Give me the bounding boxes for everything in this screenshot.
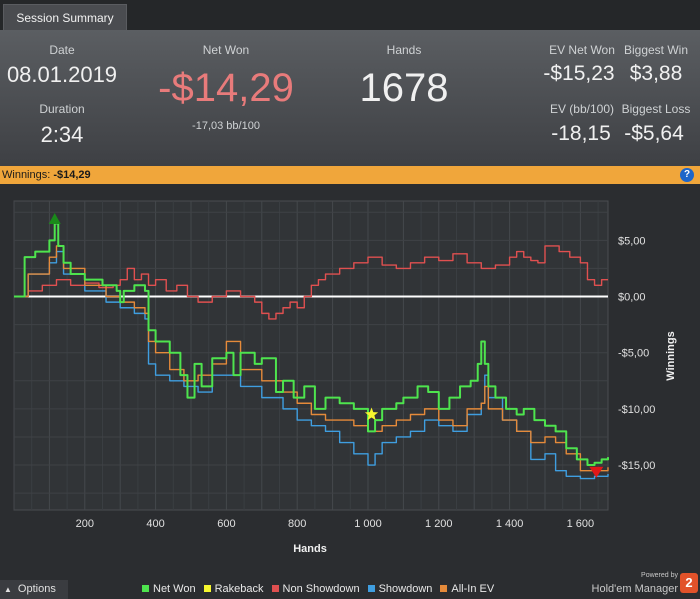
y-tick-label: -$15,00	[618, 460, 655, 472]
rakeback-star-marker	[364, 407, 379, 421]
hands-value: 1678	[359, 66, 449, 110]
legend-label: All-In EV	[451, 583, 495, 595]
y-tick-label: -$10,00	[618, 404, 655, 416]
options-toggle[interactable]: ▲ Options	[0, 580, 68, 599]
legend-label: Showdown	[378, 583, 433, 595]
x-tick-label: 600	[217, 518, 235, 530]
legend-item[interactable]: Showdown	[367, 583, 433, 595]
footer-bar: ▲ Options Net Won Rakeback Non Showdown Show…	[0, 572, 700, 599]
legend-swatch-icon	[203, 585, 211, 592]
date-label: Date	[49, 43, 75, 57]
winnings-banner-value: -$14,29	[53, 169, 91, 181]
y-tick-label: -$5,00	[618, 348, 649, 360]
duration-label: Duration	[39, 102, 85, 116]
y-tick-label: $0,00	[618, 292, 646, 304]
legend-label: Non Showdown	[282, 583, 360, 595]
ev-net-won-label: EV Net Won	[549, 43, 615, 57]
legend-item[interactable]: Net Won	[142, 583, 196, 595]
help-icon[interactable]: ?	[680, 168, 694, 182]
winnings-banner-label: Winnings:	[2, 169, 51, 181]
legend-label: Net Won	[153, 583, 196, 595]
series-all-in-ev	[14, 245, 609, 472]
winnings-banner: Winnings: -$14,29 ?	[0, 166, 700, 184]
x-tick-label: 400	[146, 518, 164, 530]
biggest-loss-marker	[589, 466, 604, 478]
ev-bb-value: -18,15	[551, 122, 611, 145]
net-won-label: Net Won	[202, 43, 250, 57]
tab-bar: Session Summary	[0, 0, 700, 30]
y-tick-label: $5,00	[618, 235, 646, 247]
net-won-bb: -17,03 bb/100	[192, 120, 260, 132]
hm2-logo-icon: 2	[680, 573, 698, 593]
brand: Powered by Hold'em Manager	[592, 572, 678, 597]
chart-legend: Net Won Rakeback Non Showdown Showdown All-I…	[142, 583, 502, 595]
session-summary-panel: Date 08.01.2019 Duration 2:34 Net Won -$…	[0, 30, 700, 166]
winnings-chart: $5,00 $0,00 -$5,00 -$10,00 -$15,00 200 400 600…	[0, 184, 700, 580]
duration-value: 2:34	[40, 122, 84, 147]
legend-swatch-icon	[142, 585, 149, 592]
x-tick-label: 1 000	[354, 518, 382, 530]
options-label: Options	[17, 583, 56, 595]
ev-net-won-value: -$15,23	[543, 62, 615, 85]
x-tick-label: 1 400	[496, 518, 524, 530]
x-tick-label: 1 600	[567, 518, 595, 530]
biggest-loss-value: -$5,64	[624, 122, 684, 145]
x-tick-label: 200	[76, 518, 94, 530]
legend-item[interactable]: All-In EV	[440, 583, 494, 595]
x-axis-label: Hands	[293, 543, 327, 555]
brand-name: Hold'em Manager	[591, 583, 678, 595]
legend-item[interactable]: Rakeback	[203, 583, 264, 595]
powered-by-text: Powered by	[641, 572, 678, 579]
hands-label: Hands	[386, 43, 422, 57]
ev-bb-label: EV (bb/100)	[549, 102, 615, 116]
biggest-win-marker	[48, 212, 61, 224]
legend-item[interactable]: Non Showdown	[271, 583, 360, 595]
legend-swatch-icon	[271, 585, 279, 592]
x-tick-label: 800	[288, 518, 306, 530]
legend-swatch-icon	[367, 585, 375, 592]
biggest-loss-label: Biggest Loss	[621, 102, 691, 116]
date-value: 08.01.2019	[6, 62, 118, 87]
series-non-showdown	[14, 245, 608, 320]
legend-swatch-icon	[440, 585, 448, 592]
series-net-won	[14, 222, 609, 467]
biggest-win-value: $3,88	[629, 62, 683, 85]
x-tick-label: 1 200	[425, 518, 453, 530]
legend-label: Rakeback	[214, 583, 264, 595]
chevron-up-icon: ▲	[4, 585, 12, 594]
net-won-value: -$14,29	[158, 66, 294, 110]
biggest-win-label: Biggest Win	[623, 43, 689, 57]
tab-session-summary[interactable]: Session Summary	[3, 4, 127, 30]
y-axis-label: Winnings	[665, 331, 677, 380]
